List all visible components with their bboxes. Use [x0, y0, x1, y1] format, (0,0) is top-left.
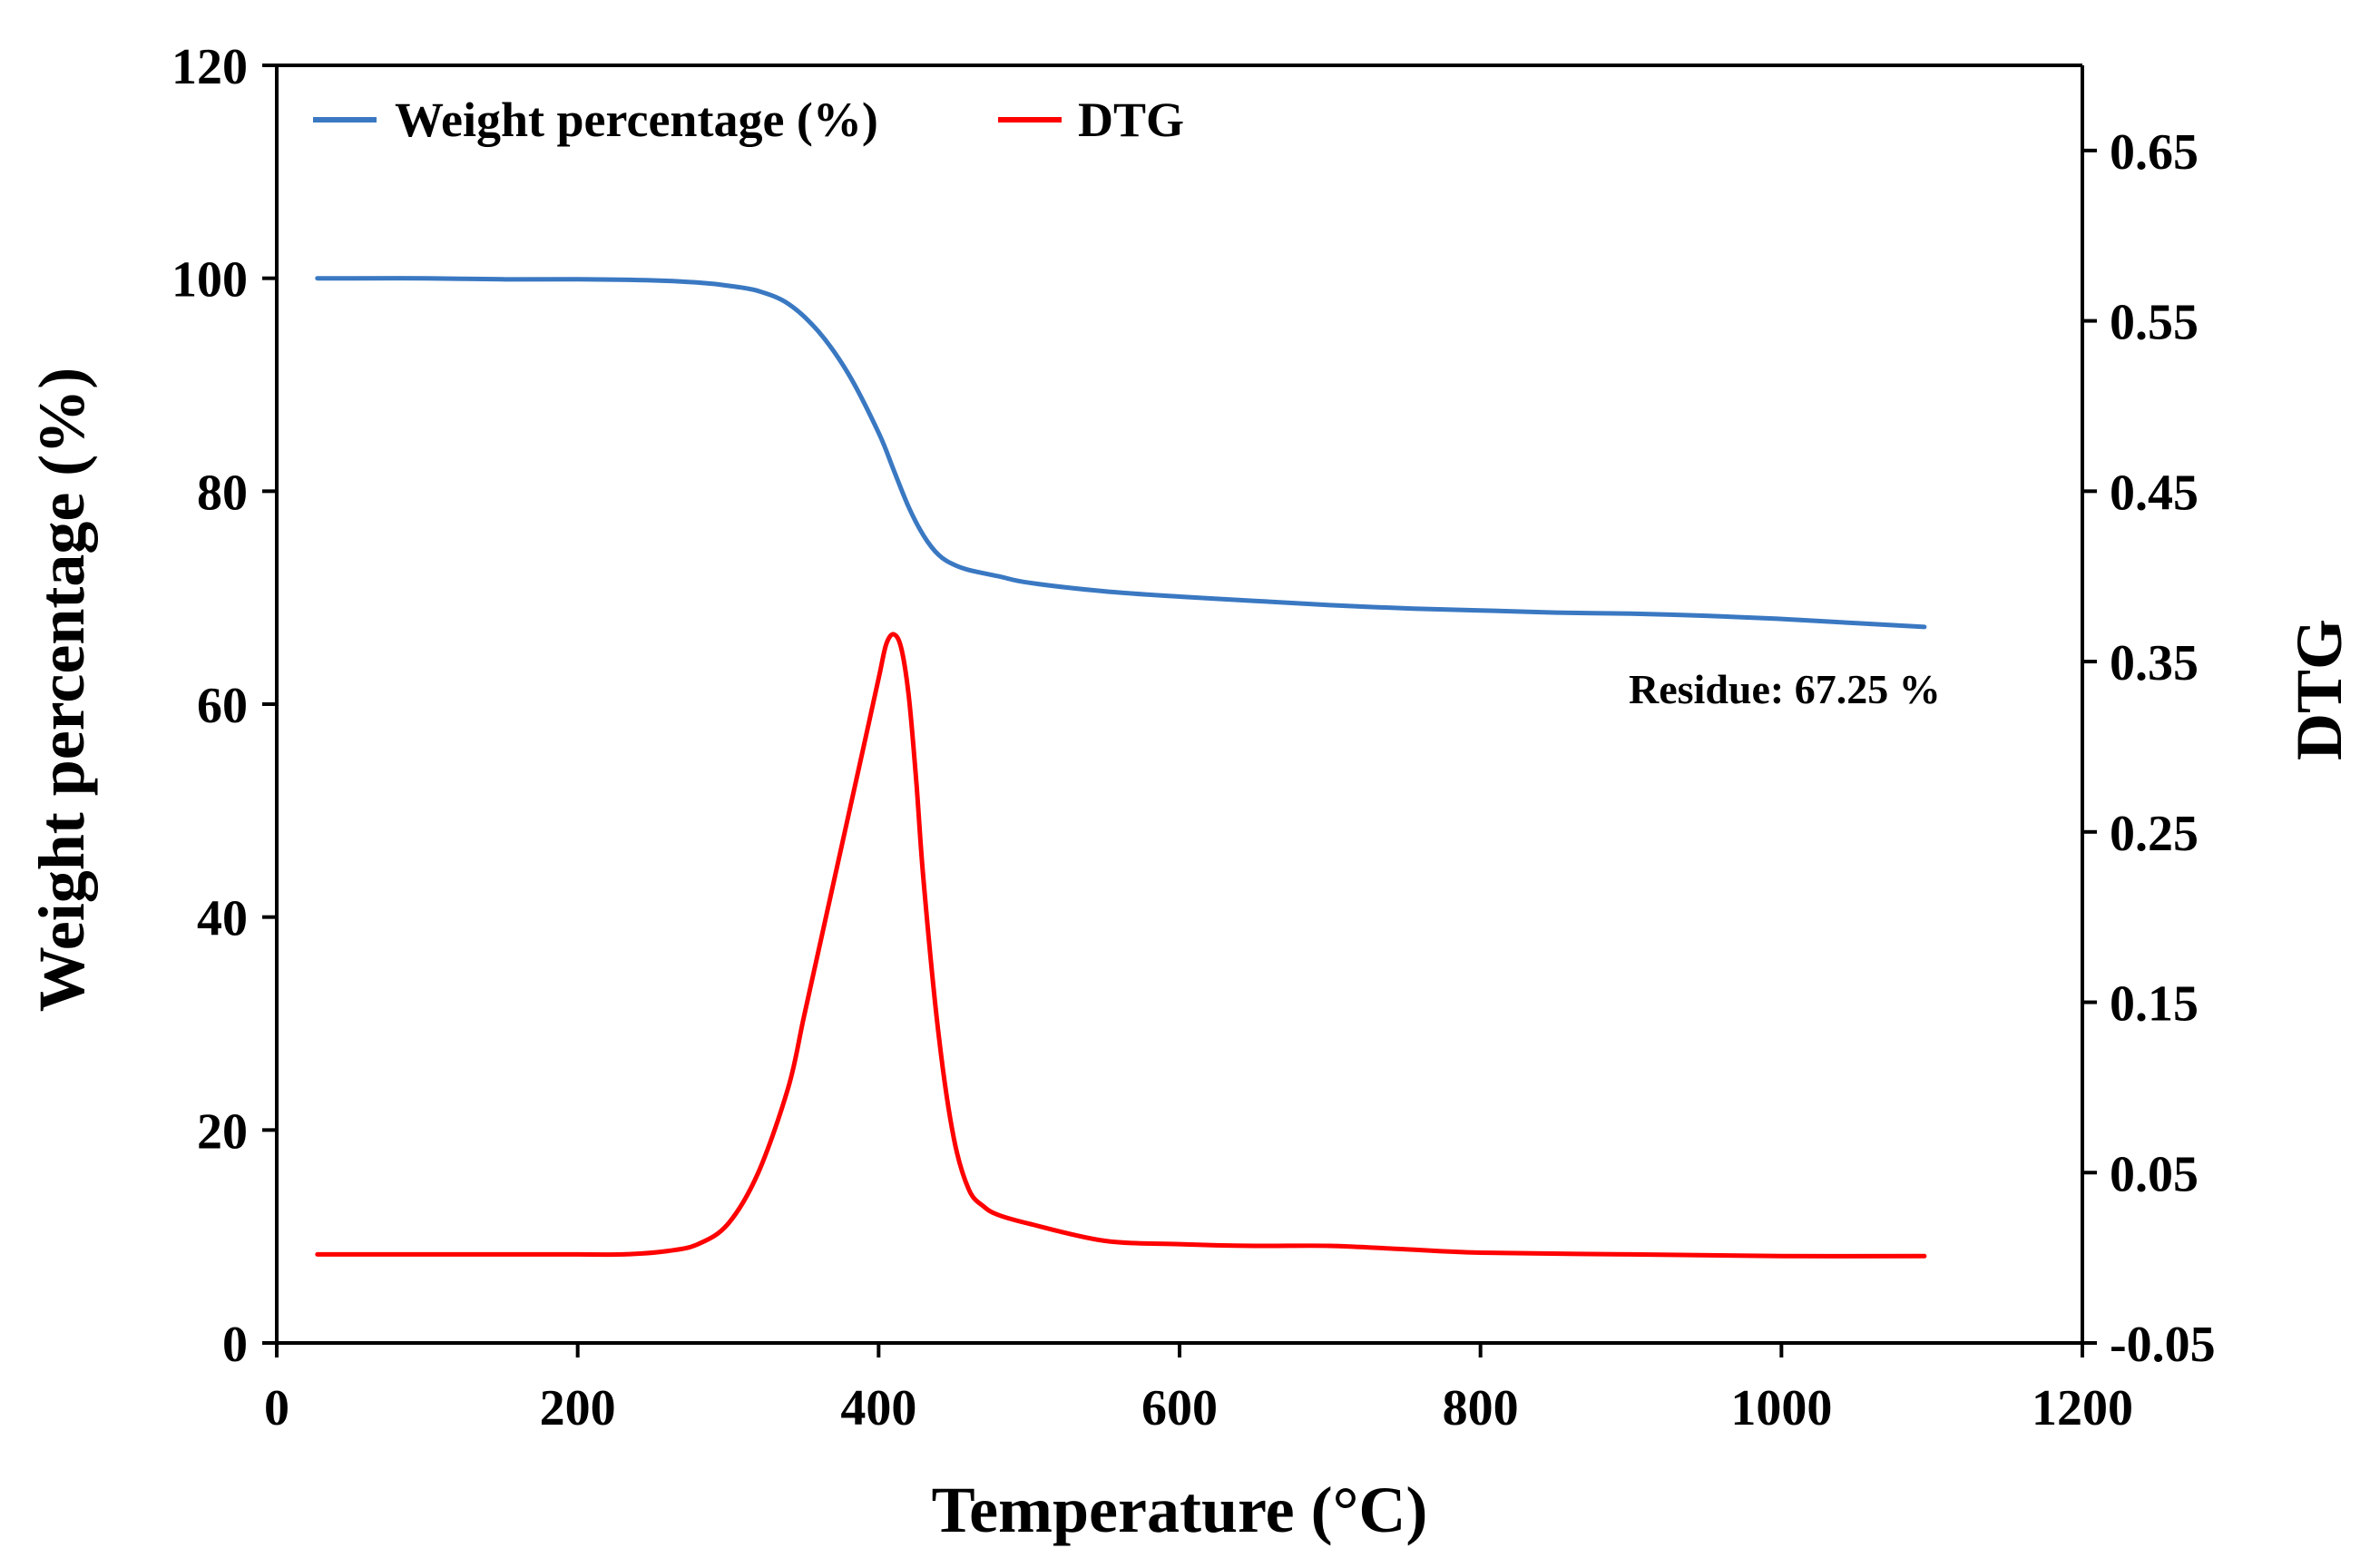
right-y-tick-label: 0.35 — [2110, 635, 2199, 691]
x-tick-label: 1200 — [2032, 1380, 2133, 1436]
x-tick-label: 600 — [1141, 1380, 1218, 1436]
x-axis-ticks: 0 200 400 600 800 1000 1200 — [264, 1343, 2133, 1436]
x-tick-label: 0 — [264, 1380, 289, 1436]
left-y-tick-label: 100 — [171, 252, 248, 309]
right-y-tick-label: 0.45 — [2110, 465, 2199, 521]
x-tick-label: 800 — [1443, 1380, 1519, 1436]
left-y-axis-title: Weight percentage (%) — [25, 368, 98, 1013]
dtg-line — [315, 632, 1927, 1259]
x-axis-title: Temperature (°C) — [932, 1474, 1428, 1546]
legend-label-weight: Weight percentage (%) — [395, 93, 878, 147]
left-y-tick-label: 0 — [222, 1317, 248, 1373]
left-y-axis-ticks: 0 20 40 60 80 100 120 — [171, 39, 277, 1373]
left-y-tick-label: 120 — [171, 39, 248, 95]
right-y-axis-ticks: -0.05 0.05 0.15 0.25 0.35 0.45 0.55 0.65 — [2082, 124, 2216, 1373]
right-y-tick-label: 0.05 — [2110, 1146, 2199, 1202]
right-y-tick-label: 0.65 — [2110, 124, 2199, 181]
right-y-tick-label: -0.05 — [2110, 1317, 2216, 1373]
right-y-axis-title: DTG — [2283, 619, 2355, 760]
x-tick-label: 400 — [840, 1380, 916, 1436]
left-y-tick-label: 40 — [197, 891, 248, 947]
legend: Weight percentage (%) DTG — [313, 93, 1184, 147]
legend-label-dtg: DTG — [1078, 93, 1184, 147]
residue-annotation: Residue: 67.25 % — [1629, 666, 1941, 712]
x-tick-label: 1000 — [1730, 1380, 1832, 1436]
left-y-tick-label: 80 — [197, 465, 248, 521]
right-y-tick-label: 0.15 — [2110, 976, 2199, 1033]
left-y-tick-label: 20 — [197, 1103, 248, 1160]
left-y-tick-label: 60 — [197, 678, 248, 734]
right-y-tick-label: 0.25 — [2110, 806, 2199, 862]
right-y-tick-label: 0.55 — [2110, 295, 2199, 351]
x-tick-label: 200 — [540, 1380, 616, 1436]
weight-percentage-line — [315, 276, 1927, 630]
